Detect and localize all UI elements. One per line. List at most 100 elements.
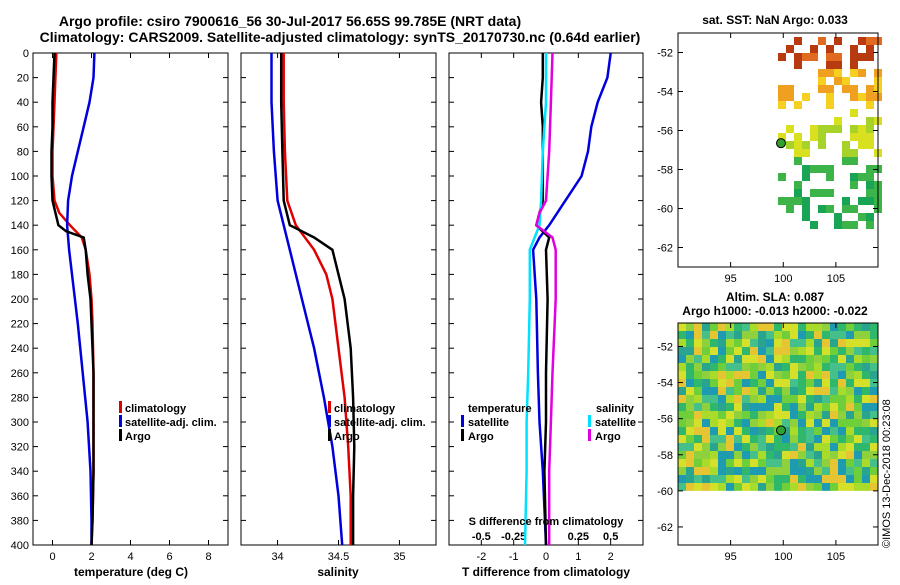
sla-cell — [758, 411, 766, 419]
sla-cell — [694, 419, 702, 427]
sla-cell — [774, 411, 782, 419]
sla-cell — [830, 379, 838, 387]
difference-legend: temperature satellite Argo salinity sate… — [461, 403, 636, 443]
sst-cell — [866, 181, 874, 189]
legend-swatch-argo — [328, 429, 331, 441]
sla-cell — [854, 371, 862, 379]
map-y-tick-label: -56 — [657, 126, 673, 138]
x-tick-label: 2 — [88, 551, 94, 563]
sla-cell — [830, 403, 838, 411]
sla-cell — [686, 483, 694, 491]
sla-cell — [854, 331, 862, 339]
sla-cell — [734, 443, 742, 451]
sla-cell — [830, 459, 838, 467]
map-x-tick-label: 100 — [774, 551, 792, 563]
y-tick-label: 340 — [11, 466, 29, 478]
sla-cell — [798, 443, 806, 451]
sla-cell — [726, 467, 734, 475]
sla-cell — [710, 363, 718, 371]
sla-cell — [806, 395, 814, 403]
sla-cell — [750, 323, 758, 331]
plot-frame — [240, 52, 437, 546]
sla-cell — [702, 483, 710, 491]
sla-cell — [718, 459, 726, 467]
sla-cell — [726, 371, 734, 379]
sla-cell — [822, 355, 830, 363]
sla-cell — [782, 411, 790, 419]
sla-cell — [678, 387, 686, 395]
sla-cell — [774, 387, 782, 395]
sla-cell — [718, 483, 726, 491]
sla-cell — [790, 323, 798, 331]
sla-cell — [806, 331, 814, 339]
sla-cell — [678, 411, 686, 419]
sla-cell — [822, 451, 830, 459]
sla-cell — [814, 403, 822, 411]
y-tick-label: 80 — [17, 146, 29, 158]
sla-cell — [870, 443, 878, 451]
sst-cell — [794, 101, 802, 109]
sla-cell — [830, 331, 838, 339]
sla-cell — [782, 419, 790, 427]
sla-cell — [806, 387, 814, 395]
sla-cell — [870, 371, 878, 379]
sla-cell — [814, 331, 822, 339]
sla-cell — [694, 331, 702, 339]
temperature-xlabel: temperature (deg C) — [74, 565, 188, 579]
sst-cell — [786, 85, 794, 93]
map-y-tick-label: -54 — [657, 378, 673, 390]
sla-cell — [734, 435, 742, 443]
y-tick-label: 300 — [11, 417, 29, 429]
sla-cell — [870, 363, 878, 371]
sla-cell — [726, 355, 734, 363]
sla-cell — [862, 395, 870, 403]
map-y-tick-label: -58 — [657, 450, 673, 462]
sla-cell — [782, 483, 790, 491]
sla-cell — [710, 475, 718, 483]
map-y-tick-label: -60 — [657, 486, 673, 498]
sla-cell — [750, 435, 758, 443]
sla-cell — [854, 411, 862, 419]
sst-cell — [794, 149, 802, 157]
sla-cell — [782, 475, 790, 483]
sla-cell — [838, 363, 846, 371]
argo-location-marker — [776, 425, 786, 436]
sla-cell — [678, 339, 686, 347]
sla-cell — [854, 387, 862, 395]
sst-cell — [802, 173, 810, 181]
sst-cell — [834, 125, 842, 133]
sla-cell — [734, 323, 742, 331]
sla-cell — [694, 379, 702, 387]
sst-cell — [826, 189, 834, 197]
sla-cell — [758, 451, 766, 459]
sla-cell — [686, 331, 694, 339]
sla-cell — [726, 323, 734, 331]
sla-cell — [846, 427, 854, 435]
map-y-tick-label: -54 — [657, 87, 673, 99]
sla-cell — [718, 363, 726, 371]
sla-cell — [790, 355, 798, 363]
sla-cell — [694, 363, 702, 371]
sla-cell — [758, 459, 766, 467]
sst-cell — [786, 197, 794, 205]
sla-cell — [806, 355, 814, 363]
sla-cell — [750, 339, 758, 347]
sla-cell — [750, 347, 758, 355]
sla-cell — [710, 355, 718, 363]
sla-cell — [862, 459, 870, 467]
sla-cell — [806, 411, 814, 419]
sla-cell — [798, 387, 806, 395]
sla-cell — [702, 395, 710, 403]
sla-cell — [846, 347, 854, 355]
sla-cell — [678, 355, 686, 363]
sla-cell — [774, 467, 782, 475]
sst-cell — [850, 221, 858, 229]
sla-cell — [766, 371, 774, 379]
sla-cell — [790, 459, 798, 467]
sla-cell — [822, 467, 830, 475]
sla-cell — [790, 339, 798, 347]
sla-cell — [838, 451, 846, 459]
top-tick-label: 0.5 — [603, 531, 618, 543]
sla-cell — [862, 451, 870, 459]
sla-cell — [798, 411, 806, 419]
